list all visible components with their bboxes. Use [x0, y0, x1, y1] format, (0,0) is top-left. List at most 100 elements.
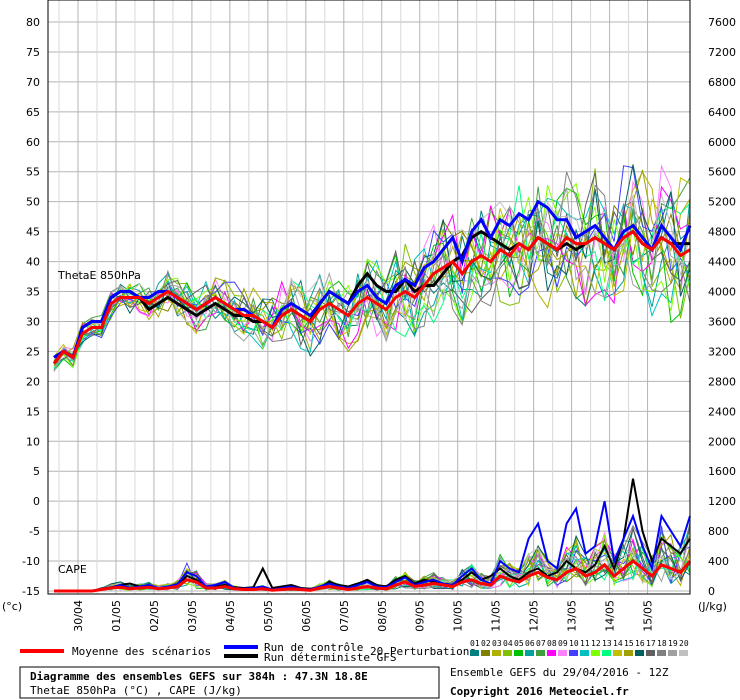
mean-theta-line — [52, 229, 691, 365]
right-unit-label: (J/kg) — [698, 600, 727, 613]
perturbation-swatch-07 — [536, 650, 545, 656]
x-tick-8: 08/05 — [376, 600, 389, 632]
x-tick-3: 03/05 — [186, 600, 199, 632]
left-tick-10: 35 — [26, 286, 40, 299]
x-tick-4: 04/05 — [224, 600, 237, 632]
left-tick-18: 75 — [26, 46, 40, 59]
left-tick-5: 10 — [26, 435, 40, 448]
perturbation-number-13: 13 — [602, 639, 612, 648]
left-tick-2: -5 — [29, 525, 40, 538]
right-tick-3: 1200 — [708, 495, 736, 508]
perturbation-line-19 — [53, 187, 691, 372]
right-tick-17: 6800 — [708, 76, 736, 89]
right-tick-14: 5600 — [708, 166, 736, 179]
right-tick-5: 2000 — [708, 435, 736, 448]
left-tick-15: 60 — [26, 136, 40, 149]
left-tick-0: -15 — [22, 585, 40, 598]
perturbation-number-19: 19 — [668, 639, 678, 648]
perturbation-swatch-18 — [657, 650, 666, 656]
right-tick-12: 4800 — [708, 226, 736, 239]
perturbation-number-20: 20 — [679, 639, 689, 648]
perturbation-swatch-08 — [547, 650, 556, 656]
x-tick-10: 10/05 — [452, 600, 465, 632]
right-tick-19: 7600 — [708, 16, 736, 29]
left-tick-14: 55 — [26, 166, 40, 179]
perturbation-number-06: 06 — [525, 639, 535, 648]
right-tick-18: 7200 — [708, 46, 736, 59]
perturbation-number-16: 16 — [635, 639, 645, 648]
x-tick-13: 13/05 — [566, 600, 579, 632]
perturbation-number-05: 05 — [514, 639, 524, 648]
right-tick-10: 4000 — [708, 286, 736, 299]
legend-det-label: Run déterministe GFS — [264, 651, 396, 664]
left-tick-8: 25 — [26, 345, 40, 358]
perturbation-swatch-15 — [624, 650, 633, 656]
x-tick-2: 02/05 — [148, 600, 161, 632]
x-tick-15: 15/05 — [642, 600, 655, 632]
perturbation-swatch-19 — [668, 650, 677, 656]
perturbation-swatches: 01 02 03 04 05 06 07 08 09 10 11 12 13 14 15 16 17 18 19 20 — [470, 639, 689, 656]
legend: Moyenne des scénarios Run de contrôle Ru… — [20, 639, 689, 664]
ensemble-run-text: Ensemble GEFS du 29/04/2016 - 12Z — [450, 666, 669, 679]
left-tick-6: 15 — [26, 405, 40, 418]
left-tick-3: 0 — [33, 495, 40, 508]
info-box — [19, 666, 440, 699]
perturbation-swatch-06 — [525, 650, 534, 656]
right-tick-16: 6400 — [708, 106, 736, 119]
perturbation-swatch-16 — [635, 650, 644, 656]
left-unit-label: (°c) — [2, 600, 22, 613]
cape-label: CAPE — [58, 563, 87, 576]
copyright-text: Copyright 2016 Meteociel.fr — [450, 685, 629, 698]
left-tick-17: 70 — [26, 76, 40, 89]
perturbation-line-16 — [53, 164, 691, 362]
perturbation-number-07: 07 — [536, 639, 546, 648]
perturbation-swatch-03 — [492, 650, 501, 656]
x-tick-9: 09/05 — [414, 600, 427, 632]
x-tick-0: 30/04 — [72, 600, 85, 632]
perturbation-swatch-14 — [613, 650, 622, 656]
left-tick-19: 80 — [26, 16, 40, 29]
x-axis-ticks: 30/04 01/05 02/05 03/05 04/05 05/05 06/05 07/05… — [72, 600, 655, 632]
right-tick-2: 800 — [708, 525, 729, 538]
right-tick-9: 3600 — [708, 315, 736, 328]
perturbation-swatch-11 — [580, 650, 589, 656]
left-tick-9: 30 — [26, 315, 40, 328]
perturbation-number-04: 04 — [503, 639, 513, 648]
right-axis-ticks: 0 400 800 1200 1600 2000 2400 2800 3200 3600 4000 4… — [708, 16, 736, 598]
legend-mean-label: Moyenne des scénarios — [72, 645, 211, 658]
perturbation-number-18: 18 — [657, 639, 667, 648]
left-axis-ticks: -15 -10 -5 0 5 10 15 20 25 30 35 40 45 50 55 60 65 70 75 80 — [22, 16, 40, 598]
left-tick-13: 50 — [26, 196, 40, 209]
x-tick-12: 12/05 — [528, 600, 541, 632]
left-tick-12: 45 — [26, 226, 40, 239]
main-lines — [52, 199, 692, 593]
x-tick-7: 07/05 — [338, 600, 351, 632]
left-tick-16: 65 — [26, 106, 40, 119]
right-tick-6: 2400 — [708, 405, 736, 418]
perturbation-line-07 — [53, 177, 691, 365]
legend-control-label: Run de contrôle — [264, 641, 363, 654]
right-tick-4: 1600 — [708, 465, 736, 478]
legend-pert-label: 20 Perturbations — [370, 645, 476, 658]
perturbation-swatch-05 — [514, 650, 523, 656]
perturbation-swatch-13 — [602, 650, 611, 656]
perturbation-number-15: 15 — [624, 639, 634, 648]
left-tick-4: 5 — [33, 465, 40, 478]
right-tick-13: 5200 — [708, 196, 736, 209]
perturbation-number-08: 08 — [547, 639, 557, 648]
perturbation-number-11: 11 — [580, 639, 590, 648]
perturbation-swatch-10 — [569, 650, 578, 656]
x-tick-14: 14/05 — [604, 600, 617, 632]
left-tick-1: -10 — [22, 555, 40, 568]
right-tick-0: 0 — [708, 585, 715, 598]
info-subtitle: ThetaE 850hPa (°C) , CAPE (J/kg) — [30, 684, 242, 697]
right-tick-1: 400 — [708, 555, 729, 568]
left-tick-7: 20 — [26, 375, 40, 388]
perturbation-number-14: 14 — [613, 639, 623, 648]
perturbation-swatch-01 — [470, 650, 479, 656]
perturbation-number-01: 01 — [470, 639, 480, 648]
perturbation-number-10: 10 — [569, 639, 579, 648]
control-theta-line — [53, 199, 692, 360]
perturbation-swatch-02 — [481, 650, 490, 656]
